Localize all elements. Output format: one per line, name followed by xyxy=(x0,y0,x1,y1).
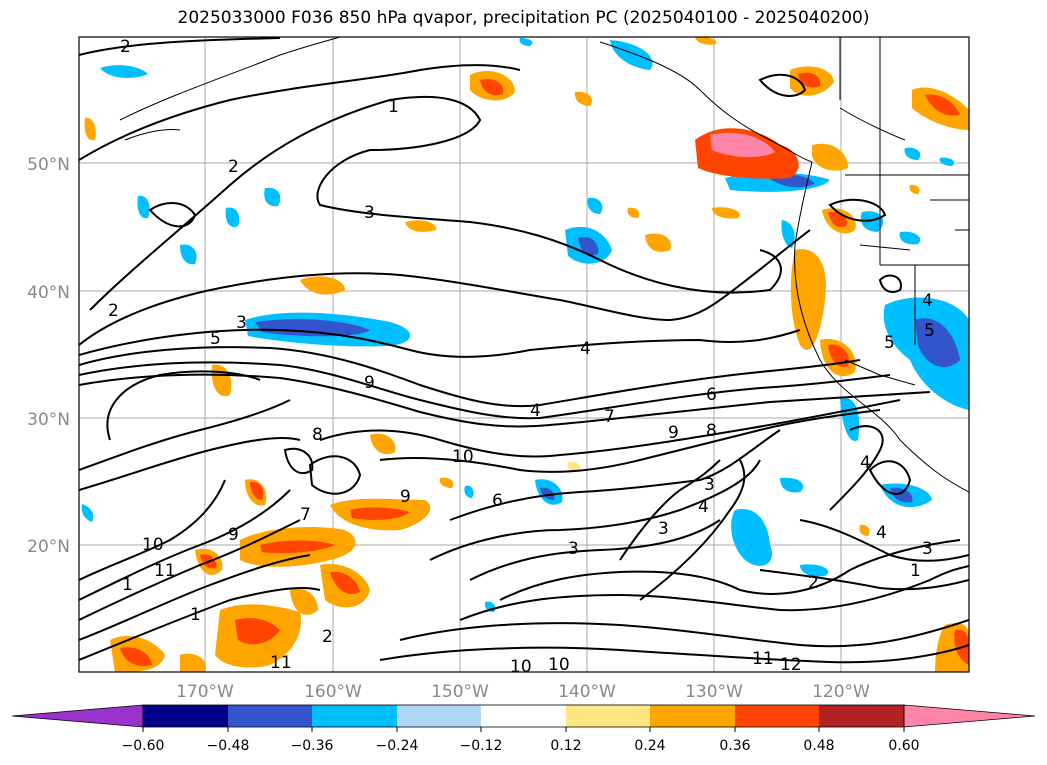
colorbar: −0.60 −0.48 −0.36 −0.24 −0.12 0.12 0.24 … xyxy=(11,704,1036,754)
contour-label: 8 xyxy=(312,425,323,445)
contour-label: 10 xyxy=(452,447,474,467)
lat-label: 30°N xyxy=(27,410,70,430)
lon-label: 160°W xyxy=(304,682,362,702)
contour-label: 5 xyxy=(884,333,895,353)
colorbar-tick-label: −0.24 xyxy=(376,738,419,754)
contour-label: 4 xyxy=(922,291,933,311)
colorbar-tick-label: 0.12 xyxy=(550,738,581,754)
colorbar-tick-label: 0.24 xyxy=(634,738,665,754)
colorbar-tick-label: −0.60 xyxy=(122,738,165,754)
contour-label: 2 xyxy=(108,301,119,321)
contour-label: 5 xyxy=(210,329,221,349)
contour-label: 1 xyxy=(910,561,921,581)
colorbar-segment xyxy=(819,705,904,727)
contour-labels: 2 1 2 3 2 3 5 4 4 7 6 9 8 10 9 8 9 7 6 3… xyxy=(108,37,935,677)
contour-label: 12 xyxy=(780,655,802,675)
colorbar-segment xyxy=(650,705,735,727)
contour-label: 1 xyxy=(388,97,399,117)
lon-label: 140°W xyxy=(558,682,616,702)
lat-label: 40°N xyxy=(27,283,70,303)
contour-label: 7 xyxy=(300,505,311,525)
contour-label: 2 xyxy=(808,573,819,593)
contour-label: 3 xyxy=(568,539,579,559)
lat-label: 20°N xyxy=(27,537,70,557)
contour-label: 4 xyxy=(698,497,709,517)
colorbar-tick-label: 0.48 xyxy=(803,738,834,754)
contour-label: 4 xyxy=(580,339,591,359)
contour-label: 6 xyxy=(492,491,503,511)
contour-label: 3 xyxy=(364,203,375,223)
contour-label: 10 xyxy=(548,655,570,675)
contour-label: 8 xyxy=(706,421,717,441)
colorbar-segment xyxy=(903,704,1036,728)
contour-label: 9 xyxy=(228,525,239,545)
qvapor-contours xyxy=(79,37,969,664)
contour-label: 5 xyxy=(924,321,935,341)
contour-label: 2 xyxy=(322,627,333,647)
contour-label: 1 xyxy=(122,575,133,595)
contour-label: 2 xyxy=(228,157,239,177)
contour-label: 4 xyxy=(876,523,887,543)
contour-label: 9 xyxy=(668,423,679,443)
contour-label: 3 xyxy=(704,475,715,495)
colorbar-segment xyxy=(397,705,481,727)
contour-label: 3 xyxy=(236,313,247,333)
map-title: 2025033000 F036 850 hPa qvapor, precipit… xyxy=(177,8,870,28)
lon-label: 120°W xyxy=(812,682,870,702)
colorbar-segment xyxy=(566,705,650,727)
contour-label: 2 xyxy=(120,37,131,57)
colorbar-segment xyxy=(11,704,144,728)
contour-label: 9 xyxy=(364,373,375,393)
colorbar-segment xyxy=(481,705,566,727)
contour-label: 6 xyxy=(706,385,717,405)
contour-label: 11 xyxy=(270,653,292,673)
colorbar-segment xyxy=(735,705,819,727)
coastlines xyxy=(119,37,969,493)
lat-label: 50°N xyxy=(27,155,70,175)
contour-label: 9 xyxy=(400,487,411,507)
colorbar-segment xyxy=(312,705,397,727)
lon-label: 130°W xyxy=(685,682,743,702)
lon-labels: 170°W 160°W 150°W 140°W 130°W 120°W xyxy=(176,682,870,702)
map-content: 2 1 2 3 2 3 5 4 4 7 6 9 8 10 9 8 9 7 6 3… xyxy=(79,37,969,677)
colorbar-tick-label: −0.12 xyxy=(460,738,503,754)
contour-label: 7 xyxy=(604,407,615,427)
precip-positive-patches xyxy=(84,37,969,672)
contour-label: 11 xyxy=(154,561,176,581)
lon-label: 150°W xyxy=(431,682,489,702)
contour-label: 4 xyxy=(860,453,871,473)
contour-label: 10 xyxy=(142,535,164,555)
colorbar-tick-label: −0.48 xyxy=(207,738,250,754)
contour-label: 10 xyxy=(510,657,532,677)
contour-label: 11 xyxy=(752,649,774,669)
contour-label: 1 xyxy=(190,605,201,625)
lon-label: 170°W xyxy=(176,682,234,702)
contour-label: 3 xyxy=(922,539,933,559)
colorbar-segment xyxy=(228,705,312,727)
contour-label: 4 xyxy=(530,401,541,421)
contour-label: 3 xyxy=(658,519,669,539)
boundaries xyxy=(839,37,969,386)
colorbar-tick-label: 0.60 xyxy=(888,738,919,754)
lat-labels: 50°N 40°N 30°N 20°N xyxy=(27,155,70,557)
colorbar-tick-label: 0.36 xyxy=(719,738,750,754)
colorbar-frame xyxy=(142,704,905,728)
colorbar-segment xyxy=(143,705,228,727)
plot-frame xyxy=(78,36,970,673)
colorbar-tick-label: −0.36 xyxy=(291,738,334,754)
